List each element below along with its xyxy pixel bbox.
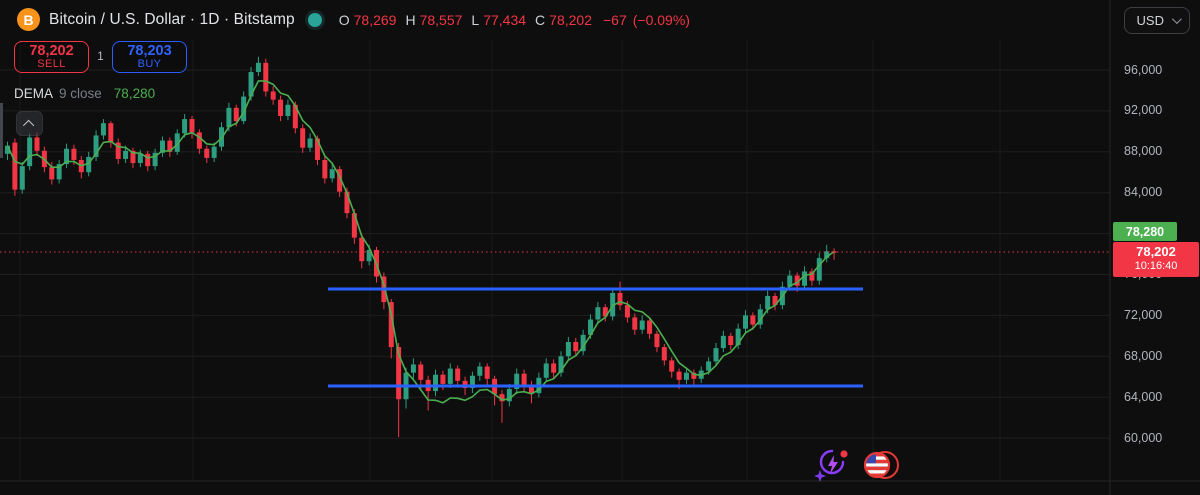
price-axis-tick: 72,000 [1124, 307, 1163, 322]
open-value: 78,269 [353, 11, 397, 28]
indicator-params: 9 close [59, 86, 102, 101]
price-axis-tick: 60,000 [1124, 430, 1163, 445]
price-axis-tick: 96,000 [1124, 62, 1163, 77]
high-value: 78,557 [419, 11, 463, 28]
close-value: 78,202 [549, 11, 592, 28]
indicator-value: 78,280 [113, 86, 156, 101]
price-axis-tick: 84,000 [1124, 185, 1163, 200]
bitcoin-logo-icon: B [17, 8, 40, 31]
symbol-row[interactable]: B Bitcoin / U.S. Dollar · 1D · Bitstamp … [17, 8, 690, 31]
last-price-label: 78,202 10:16:40 [1113, 241, 1199, 277]
chart-topbar: B Bitcoin / U.S. Dollar · 1D · Bitstamp … [0, 0, 1200, 40]
buy-button[interactable]: 78,203 BUY [112, 41, 187, 73]
indicator-name: DEMA [14, 86, 54, 101]
trade-buttons: 78,202 SELL 1 78,203 BUY [14, 41, 187, 73]
high-label: H [405, 11, 416, 28]
us-flag-icon[interactable] [858, 447, 902, 483]
market-status-dot-icon[interactable] [307, 12, 322, 27]
last-price-value: 78,202 [1136, 244, 1176, 260]
price-axis-tick: 64,000 [1124, 389, 1163, 404]
sell-label: SELL [37, 57, 66, 70]
open-label: O [338, 11, 350, 28]
low-label: L [471, 11, 480, 28]
low-value: 77,434 [483, 11, 527, 28]
chevron-up-icon [22, 119, 34, 131]
price-axis-tick: 88,000 [1124, 144, 1163, 159]
price-axis-tick: 68,000 [1124, 348, 1163, 363]
left-edge-panel [0, 103, 3, 158]
bar-countdown: 10:16:40 [1134, 260, 1178, 273]
buy-label: BUY [137, 57, 162, 70]
indicator-legend[interactable]: DEMA 9 close 78,280 [14, 86, 155, 101]
currency-dropdown-button[interactable]: USD [1123, 7, 1190, 34]
price-axis-tick: 92,000 [1124, 103, 1163, 118]
chevron-down-icon [1171, 14, 1182, 25]
ai-spark-icon[interactable] [812, 447, 854, 483]
currency-label: USD [1136, 13, 1164, 28]
ohlc-readout: O 78,269 H 78,557 L 77,434 C 78,202 −67 (−0.… [339, 12, 690, 28]
indicator-price-label: 78,280 [1113, 222, 1177, 242]
spread-value: 1 [97, 51, 104, 63]
footer-icons [812, 447, 902, 483]
change-value: −67 [603, 11, 627, 28]
close-label: C [535, 11, 546, 28]
sell-button[interactable]: 78,202 SELL [14, 41, 89, 73]
buy-price: 78,203 [127, 42, 172, 59]
legend-collapse-button[interactable] [16, 111, 43, 136]
change-percent: (−0.09%) [632, 11, 690, 28]
symbol-title[interactable]: Bitcoin / U.S. Dollar · 1D · Bitstamp [49, 10, 295, 28]
sell-price: 78,202 [29, 42, 74, 59]
